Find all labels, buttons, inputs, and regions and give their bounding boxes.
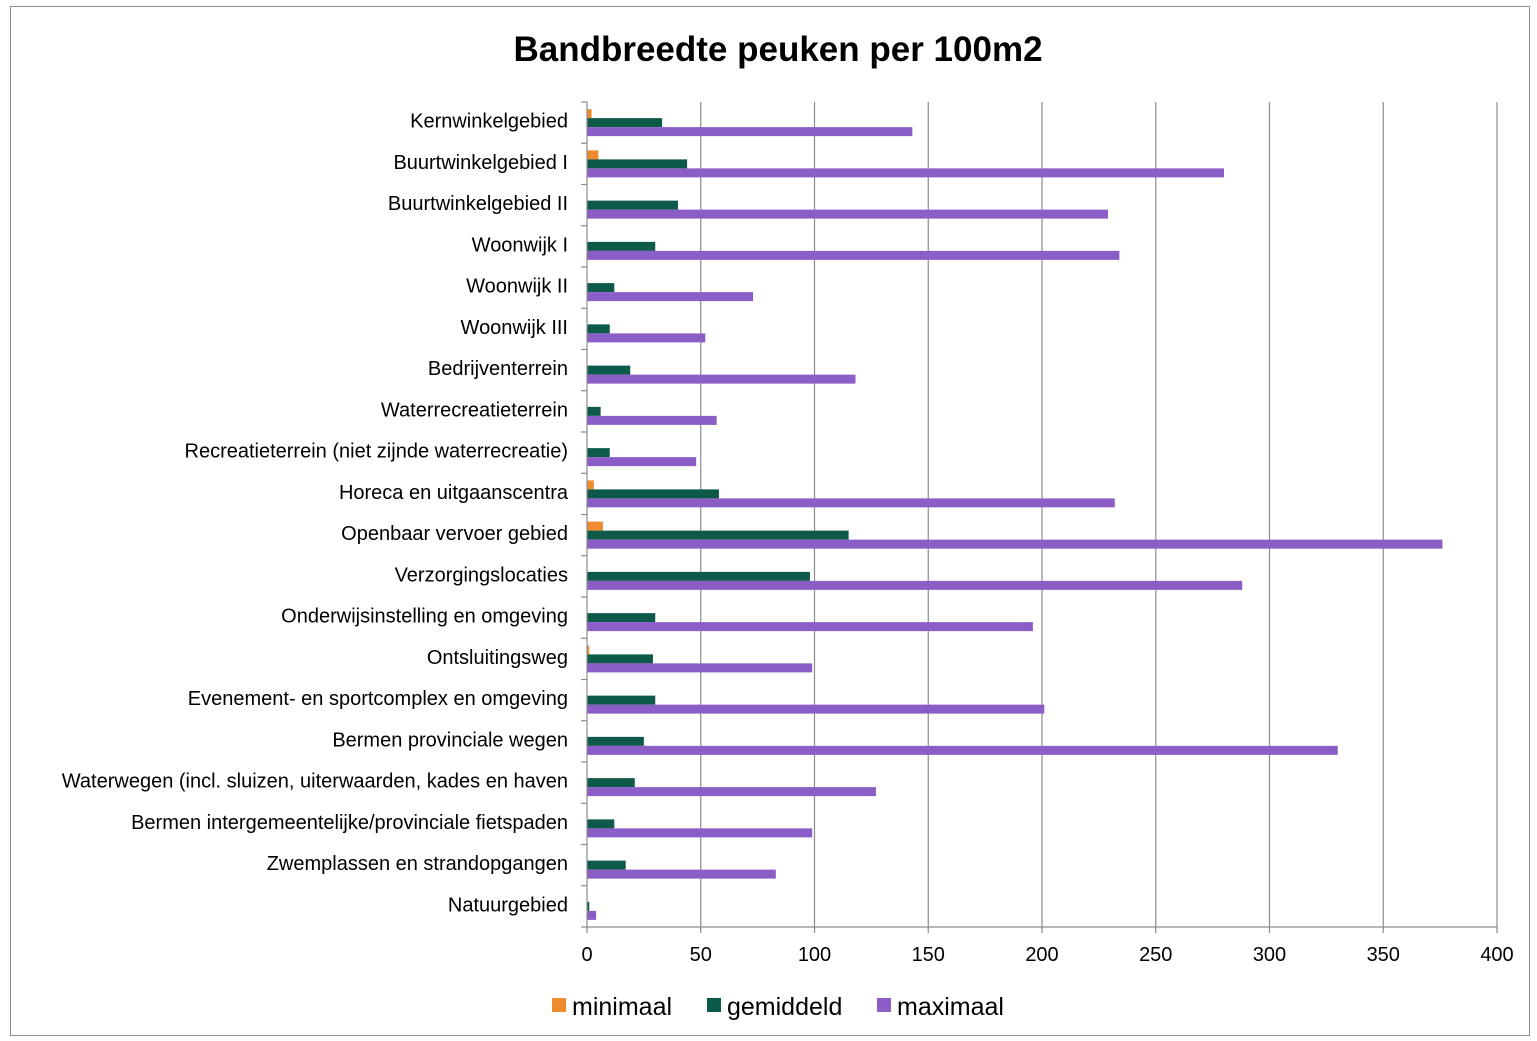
x-tick-label-150: 150 xyxy=(912,944,945,966)
bar-maximaal-10 xyxy=(587,539,1443,549)
category-label: Verzorgingslocaties xyxy=(395,564,568,586)
x-tick-label-300: 300 xyxy=(1253,944,1286,966)
category-label: Woonwijk III xyxy=(461,317,568,339)
bar-gemiddeld-5 xyxy=(587,324,610,334)
category-label: Ontsluitingsweg xyxy=(427,647,568,669)
bars xyxy=(587,109,1443,920)
category-label: Bermen intergemeentelijke/provinciale fi… xyxy=(131,812,568,834)
category-label: Buurtwinkelgebied II xyxy=(388,193,568,215)
bar-maximaal-18 xyxy=(587,869,776,879)
category-label: Onderwijsinstelling en omgeving xyxy=(281,606,568,628)
x-tick-label-400: 400 xyxy=(1480,944,1513,966)
x-tick-label-100: 100 xyxy=(798,944,831,966)
legend: minimaal gemiddeld maximaal xyxy=(552,993,1004,1021)
bar-gemiddeld-15 xyxy=(587,736,644,746)
bar-gemiddeld-7 xyxy=(587,406,601,416)
category-label: Woonwijk II xyxy=(466,276,568,298)
bar-maximaal-19 xyxy=(587,910,597,920)
bar-gemiddeld-17 xyxy=(587,819,615,829)
category-label: Waterrecreatieterrein xyxy=(381,399,568,421)
bar-gemiddeld-8 xyxy=(587,448,610,458)
x-tick-label-350: 350 xyxy=(1367,944,1400,966)
bar-minimaal-13 xyxy=(587,645,590,655)
category-label: Waterwegen (incl. sluizen, uiterwaarden,… xyxy=(62,771,568,793)
bar-gemiddeld-1 xyxy=(587,159,688,169)
bar-gemiddeld-14 xyxy=(587,695,656,705)
x-tick-label-50: 50 xyxy=(690,944,712,966)
bar-maximaal-3 xyxy=(587,250,1120,260)
bar-gemiddeld-4 xyxy=(587,283,615,293)
bar-minimaal-0 xyxy=(587,109,592,119)
bar-maximaal-5 xyxy=(587,333,706,343)
category-label: Kernwinkelgebied xyxy=(410,111,568,133)
legend-swatch-maximaal xyxy=(877,998,891,1012)
legend-label-maximaal: maximaal xyxy=(897,993,1004,1021)
x-tick-label-250: 250 xyxy=(1139,944,1172,966)
bar-gemiddeld-11 xyxy=(587,571,810,581)
bar-minimaal-9 xyxy=(587,480,594,490)
legend-swatch-minimaal xyxy=(552,998,566,1012)
category-label: Woonwijk I xyxy=(472,234,568,256)
x-tick-label-0: 0 xyxy=(581,944,592,966)
bar-gemiddeld-13 xyxy=(587,654,653,664)
bar-gemiddeld-16 xyxy=(587,778,635,788)
bar-gemiddeld-12 xyxy=(587,613,656,623)
bar-maximaal-16 xyxy=(587,787,876,797)
legend-label-minimaal: minimaal xyxy=(572,993,672,1021)
legend-label-gemiddeld: gemiddeld xyxy=(727,993,842,1021)
bar-maximaal-8 xyxy=(587,457,697,467)
x-tick-label-200: 200 xyxy=(1025,944,1058,966)
bar-maximaal-4 xyxy=(587,292,754,302)
bar-gemiddeld-19 xyxy=(587,901,590,911)
category-label: Horeca en uitgaanscentra xyxy=(339,482,569,504)
bar-gemiddeld-9 xyxy=(587,489,719,499)
category-label: Evenement- en sportcomplex en omgeving xyxy=(188,688,568,710)
category-label: Bedrijventerrein xyxy=(428,358,568,380)
bar-maximaal-6 xyxy=(587,374,856,384)
bar-gemiddeld-3 xyxy=(587,241,656,251)
bar-maximaal-13 xyxy=(587,663,813,673)
gridlines xyxy=(700,102,1498,927)
bar-maximaal-9 xyxy=(587,498,1115,508)
chart-title: Bandbreedte peuken per 100m2 xyxy=(513,30,1043,69)
labels: Kernwinkelgebied Buurtwinkelgebied I Buurt… xyxy=(62,111,1514,966)
category-label: Buurtwinkelgebied I xyxy=(393,152,568,174)
legend-swatch-gemiddeld xyxy=(707,998,721,1012)
bar-minimaal-1 xyxy=(587,150,599,160)
category-label: Recreatieterrein (niet zijnde waterrecre… xyxy=(185,441,569,463)
axes xyxy=(581,101,1498,933)
bar-maximaal-17 xyxy=(587,828,813,838)
category-label: Bermen provinciale wegen xyxy=(332,729,568,751)
bar-maximaal-15 xyxy=(587,745,1338,755)
bar-gemiddeld-18 xyxy=(587,860,626,870)
bar-maximaal-7 xyxy=(587,415,717,425)
category-label: Natuurgebied xyxy=(448,894,568,916)
category-label: Zwemplassen en strandopgangen xyxy=(267,853,568,875)
bar-gemiddeld-0 xyxy=(587,118,663,128)
bar-maximaal-0 xyxy=(587,127,913,137)
chart-frame xyxy=(10,6,1530,1036)
bar-gemiddeld-2 xyxy=(587,200,678,210)
category-label: Openbaar vervoer gebied xyxy=(341,523,568,545)
bar-gemiddeld-10 xyxy=(587,530,849,540)
bar-minimaal-10 xyxy=(587,521,603,531)
bar-maximaal-12 xyxy=(587,622,1033,632)
bar-maximaal-2 xyxy=(587,209,1108,219)
bar-maximaal-11 xyxy=(587,580,1243,590)
bar-maximaal-1 xyxy=(587,168,1224,178)
bar-maximaal-14 xyxy=(587,704,1045,714)
bar-gemiddeld-6 xyxy=(587,365,631,375)
